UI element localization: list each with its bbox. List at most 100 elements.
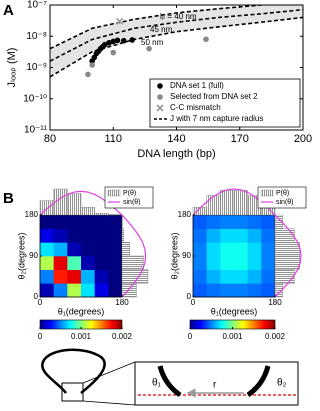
heat-cell [81, 256, 95, 270]
heat-cell [220, 269, 235, 284]
heat-cell [193, 215, 207, 229]
heat-cell [67, 256, 82, 270]
heat-cell [53, 256, 68, 270]
hist-bar [220, 190, 235, 216]
point [114, 37, 121, 44]
y-tick-label: 180 [25, 210, 39, 219]
y-tick-label: 10⁻¹⁰ [23, 93, 47, 104]
heat-cell [108, 242, 123, 257]
diagram-label: r [213, 380, 217, 391]
hist-bar [121, 255, 144, 270]
point [116, 17, 124, 25]
heat-cell [234, 215, 248, 229]
heat-cell [193, 269, 207, 284]
hist-bar [274, 228, 295, 243]
x-tick-label: 180 [268, 298, 282, 307]
curve [50, 8, 303, 62]
curve [50, 5, 272, 50]
sin-curve [274, 214, 302, 298]
x-tick-label: 200 [294, 133, 312, 145]
heat-cell [81, 242, 95, 257]
legend-label: Selected from DNA set 2 [170, 92, 258, 101]
heat-cell [108, 215, 123, 229]
x-tick-label: 180 [115, 298, 129, 307]
heat-cell [53, 269, 68, 284]
heat-cell [220, 256, 235, 270]
heat-cell [67, 228, 82, 243]
colorbar-tick-label: 0.001 [222, 332, 243, 341]
sin-curve [121, 214, 147, 298]
colorbar-tick-label: 0.002 [265, 332, 286, 341]
x-tick-label: 140 [167, 133, 185, 145]
y-tick-label: 90 [29, 251, 38, 260]
point [129, 37, 136, 43]
heat-cell [234, 256, 248, 270]
heat-cell [261, 242, 276, 257]
colorbar-tick-label: 0.002 [112, 332, 133, 341]
hist-bar [121, 242, 131, 257]
colorbar-tick-label: 0 [38, 332, 43, 341]
heat-cell [67, 269, 82, 284]
heat-cell [206, 215, 221, 229]
heat-cell [108, 269, 123, 284]
heat-cell [94, 242, 109, 257]
heat-cell [220, 228, 235, 243]
legend-marker [157, 83, 163, 89]
heat-cell [206, 228, 221, 243]
legend-label: sin(θ) [276, 199, 294, 206]
heat-cell [40, 269, 54, 284]
heat-cell [81, 269, 95, 284]
hist-bar [274, 255, 300, 270]
panel-label: B [3, 190, 14, 207]
heat-cell [261, 283, 276, 298]
hist-bar [233, 190, 248, 216]
curve-label: 45 nm [150, 25, 173, 34]
point [102, 41, 108, 48]
colorbar-tick-label: 0 [188, 332, 193, 341]
legend-label: P(θ) [276, 190, 289, 197]
x-tick-label: 0 [191, 298, 196, 307]
heat-cell [220, 283, 235, 298]
heat-cell [40, 256, 54, 270]
curve-label: lₚ = 40 nm [160, 12, 197, 21]
hist-bar [206, 195, 221, 216]
point [106, 39, 112, 46]
band [50, 5, 303, 77]
heat-cell [247, 269, 262, 284]
heat-cell [193, 228, 207, 243]
heat-cell [81, 283, 95, 298]
heat-cell [247, 228, 262, 243]
heat-cell [94, 228, 109, 243]
heat-cell [108, 228, 123, 243]
heat-cell [81, 215, 95, 229]
legend-marker [157, 94, 163, 100]
heat-cell [206, 256, 221, 270]
legend [149, 78, 301, 128]
hist-bar [121, 228, 124, 243]
heat-cell [94, 283, 109, 298]
heat-cell [67, 283, 82, 298]
heat-cell [261, 215, 276, 229]
heat-cell [53, 228, 68, 243]
point [203, 36, 209, 43]
hist-bar [67, 193, 82, 216]
x-tick-label: 110 [104, 133, 122, 145]
y-tick-label: 90 [182, 251, 191, 260]
heat-cell [261, 228, 276, 243]
heat-cell [234, 228, 248, 243]
heat-cell [220, 242, 235, 257]
heat-cell [193, 256, 207, 270]
y-axis-label: θ₂(degrees) [16, 232, 26, 279]
heat-cell [234, 269, 248, 284]
x-tick-label: 170 [231, 133, 249, 145]
y-tick-label: 10⁻⁹ [26, 62, 47, 73]
heat-cell [108, 256, 123, 270]
heat-cell [67, 242, 82, 257]
heat-cell [193, 283, 207, 298]
heat-cell [67, 215, 82, 229]
heat-cell [234, 242, 248, 257]
y-tick-label: 10⁻⁸ [26, 31, 47, 42]
heat-cell [94, 256, 109, 270]
hist-bar [274, 214, 284, 229]
y-axis-label: θ₂(degrees) [169, 232, 179, 279]
